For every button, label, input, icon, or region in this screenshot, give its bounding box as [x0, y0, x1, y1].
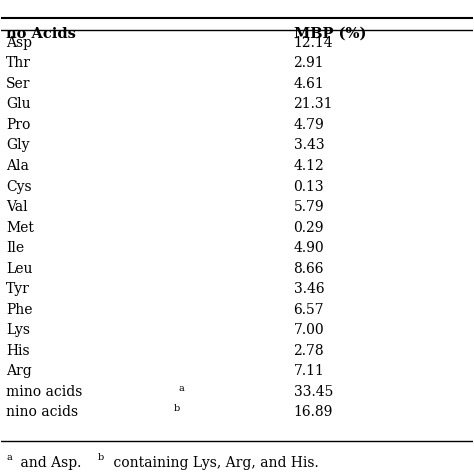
Text: Ala: Ala: [6, 159, 29, 173]
Text: 21.31: 21.31: [293, 97, 333, 111]
Text: Ser: Ser: [6, 77, 31, 91]
Text: Lys: Lys: [6, 323, 30, 337]
Text: b: b: [173, 404, 180, 413]
Text: 4.90: 4.90: [293, 241, 324, 255]
Text: Pro: Pro: [6, 118, 30, 132]
Text: Ile: Ile: [6, 241, 24, 255]
Text: 12.14: 12.14: [293, 36, 333, 50]
Text: a: a: [6, 453, 12, 462]
Text: b: b: [98, 453, 104, 462]
Text: 16.89: 16.89: [293, 405, 333, 419]
Text: 7.11: 7.11: [293, 364, 324, 378]
Text: 33.45: 33.45: [293, 385, 333, 399]
Text: 3.46: 3.46: [293, 282, 324, 296]
Text: Cys: Cys: [6, 180, 32, 193]
Text: containing Lys, Arg, and His.: containing Lys, Arg, and His.: [109, 456, 319, 470]
Text: 7.00: 7.00: [293, 323, 324, 337]
Text: 3.43: 3.43: [293, 138, 324, 153]
Text: Arg: Arg: [6, 364, 32, 378]
Text: 2.91: 2.91: [293, 56, 324, 70]
Text: 4.12: 4.12: [293, 159, 324, 173]
Text: Met: Met: [6, 220, 34, 235]
Text: Glu: Glu: [6, 97, 31, 111]
Text: 8.66: 8.66: [293, 262, 324, 275]
Text: 6.57: 6.57: [293, 303, 324, 317]
Text: 0.13: 0.13: [293, 180, 324, 193]
Text: nino acids: nino acids: [6, 405, 82, 419]
Text: mino acids: mino acids: [6, 385, 87, 399]
Text: 4.61: 4.61: [293, 77, 324, 91]
Text: 2.78: 2.78: [293, 344, 324, 358]
Text: Val: Val: [6, 200, 27, 214]
Text: Phe: Phe: [6, 303, 33, 317]
Text: a: a: [178, 383, 184, 392]
Text: Tyr: Tyr: [6, 282, 30, 296]
Text: no Acids: no Acids: [6, 27, 76, 41]
Text: Asp: Asp: [6, 36, 32, 50]
Text: MBP (%): MBP (%): [293, 27, 366, 41]
Text: 4.79: 4.79: [293, 118, 324, 132]
Text: Thr: Thr: [6, 56, 31, 70]
Text: Leu: Leu: [6, 262, 33, 275]
Text: His: His: [6, 344, 30, 358]
Text: and Asp.: and Asp.: [17, 456, 91, 470]
Text: Gly: Gly: [6, 138, 29, 153]
Text: 0.29: 0.29: [293, 220, 324, 235]
Text: 5.79: 5.79: [293, 200, 324, 214]
